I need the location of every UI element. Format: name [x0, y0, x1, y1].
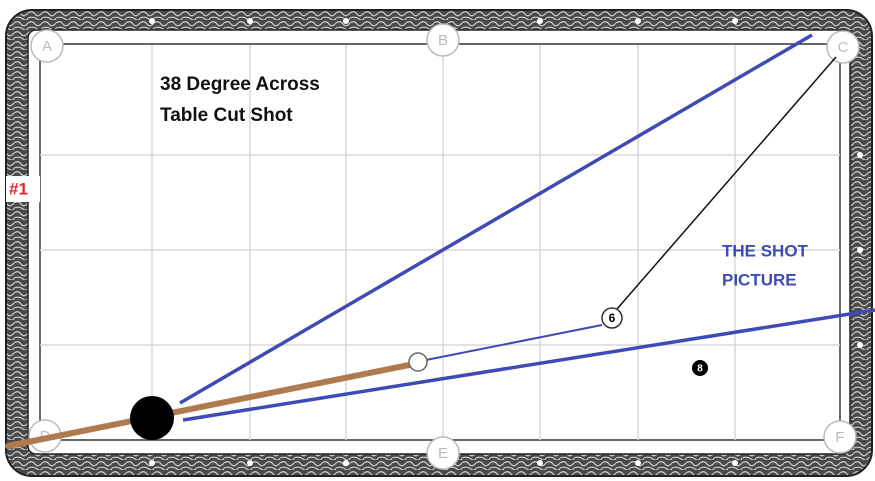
ball-label: 6 — [609, 311, 616, 325]
pocket-label: B — [438, 32, 448, 49]
ball-label: 8 — [697, 364, 703, 375]
pocket-label: A — [42, 38, 52, 55]
pocket-label: F — [835, 429, 844, 446]
title-line: Table Cut Shot — [160, 105, 293, 126]
annotation-line: PICTURE — [722, 270, 797, 289]
pocket — [826, 30, 860, 64]
pocket — [426, 23, 460, 57]
annotation-line: THE SHOT — [722, 241, 809, 260]
cue-ball-path — [425, 324, 603, 361]
title-line: 38 Degree Across — [160, 74, 320, 95]
pocket — [30, 29, 64, 63]
cue-stick — [5, 362, 412, 449]
object-ball-path — [616, 56, 837, 310]
side-label: #1 — [9, 179, 28, 198]
black-ball — [130, 396, 174, 440]
grid — [40, 45, 840, 440]
aim-line — [182, 308, 875, 422]
aim-line — [179, 33, 813, 405]
diamonds — [30, 18, 863, 466]
side-label-bg — [6, 176, 40, 202]
playing-surface — [39, 43, 841, 441]
pocket — [426, 436, 460, 470]
ball-8 — [692, 360, 708, 376]
pocket-label: E — [438, 445, 448, 462]
cue-ball — [408, 352, 428, 372]
ball-6 — [601, 307, 623, 329]
pocket — [823, 420, 857, 454]
pocket-label: C — [838, 39, 849, 56]
